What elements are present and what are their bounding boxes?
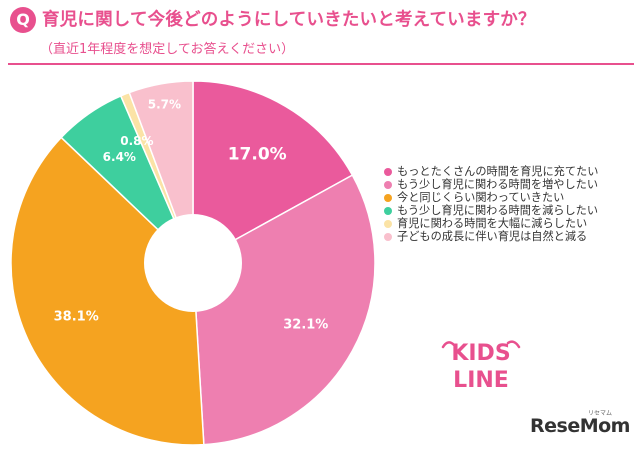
legend-item-5: 育児に関わる時間を大幅に減らしたい: [384, 217, 598, 230]
kids-line-logo-top: KIDS: [451, 341, 510, 366]
pie-slice-2: [192, 174, 376, 446]
title-divider: [8, 63, 634, 65]
kids-line-logo: KIDS LINE: [441, 340, 521, 393]
legend-item-6: 子どもの成長に伴い育児は自然と減る: [384, 230, 598, 243]
data-label-5: 0.8%: [120, 134, 153, 148]
legend-item-1: もっとたくさんの時間を育児に充てたい: [384, 165, 598, 178]
legend-label: 育児に関わる時間を大幅に減らしたい: [397, 217, 588, 230]
legend-label: もう少し育児に関わる時間を増やしたい: [397, 178, 599, 191]
resemom-logo: ReseMom: [530, 415, 630, 437]
chart-data-labels: 17.0% 32.1% 38.1% 6.4% 0.8% 5.7%: [54, 97, 329, 332]
kids-logo-arms: [441, 340, 521, 349]
legend-swatch: [384, 232, 392, 241]
data-label-2: 32.1%: [283, 318, 328, 333]
legend-label: もう少し育児に関わる時間を減らしたい: [397, 204, 599, 217]
donut-hole: [144, 214, 242, 312]
legend-swatch: [384, 180, 392, 189]
legend-label: 今と同じくらい関わっていきたい: [397, 191, 565, 204]
legend-swatch: [384, 167, 392, 176]
data-label-1: 17.0%: [228, 144, 287, 164]
question-badge: Q: [10, 7, 36, 33]
legend-swatch: [384, 219, 392, 228]
resemom-logo-ruby: リセマム: [588, 410, 613, 417]
legend-swatch: [384, 206, 392, 215]
legend-label: 子どもの成長に伴い育児は自然と減る: [397, 230, 588, 243]
legend-item-2: もう少し育児に関わる時間を増やしたい: [384, 178, 598, 191]
data-label-4: 6.4%: [103, 150, 136, 164]
legend-item-4: もう少し育児に関わる時間を減らしたい: [384, 204, 598, 217]
data-label-6: 5.7%: [148, 97, 181, 111]
legend-item-3: 今と同じくらい関わっていきたい: [384, 191, 598, 204]
chart-slices: [10, 80, 376, 446]
pie-slice-3: [10, 136, 205, 446]
data-label-3: 38.1%: [54, 310, 99, 325]
pie-slice-1: [192, 80, 354, 265]
page-subtitle: （直近1年程度を想定してお答えください）: [40, 42, 295, 57]
page-title: 育児に関して今後どのようにしていきたいと考えていますか？: [42, 10, 536, 30]
kids-line-logo-bottom: LINE: [453, 368, 509, 393]
legend-label: もっとたくさんの時間を育児に充てたい: [397, 165, 599, 178]
chart-legend: もっとたくさんの時間を育児に充てたい もう少し育児に関わる時間を増やしたい 今と同じ…: [384, 165, 598, 243]
legend-swatch: [384, 193, 392, 202]
